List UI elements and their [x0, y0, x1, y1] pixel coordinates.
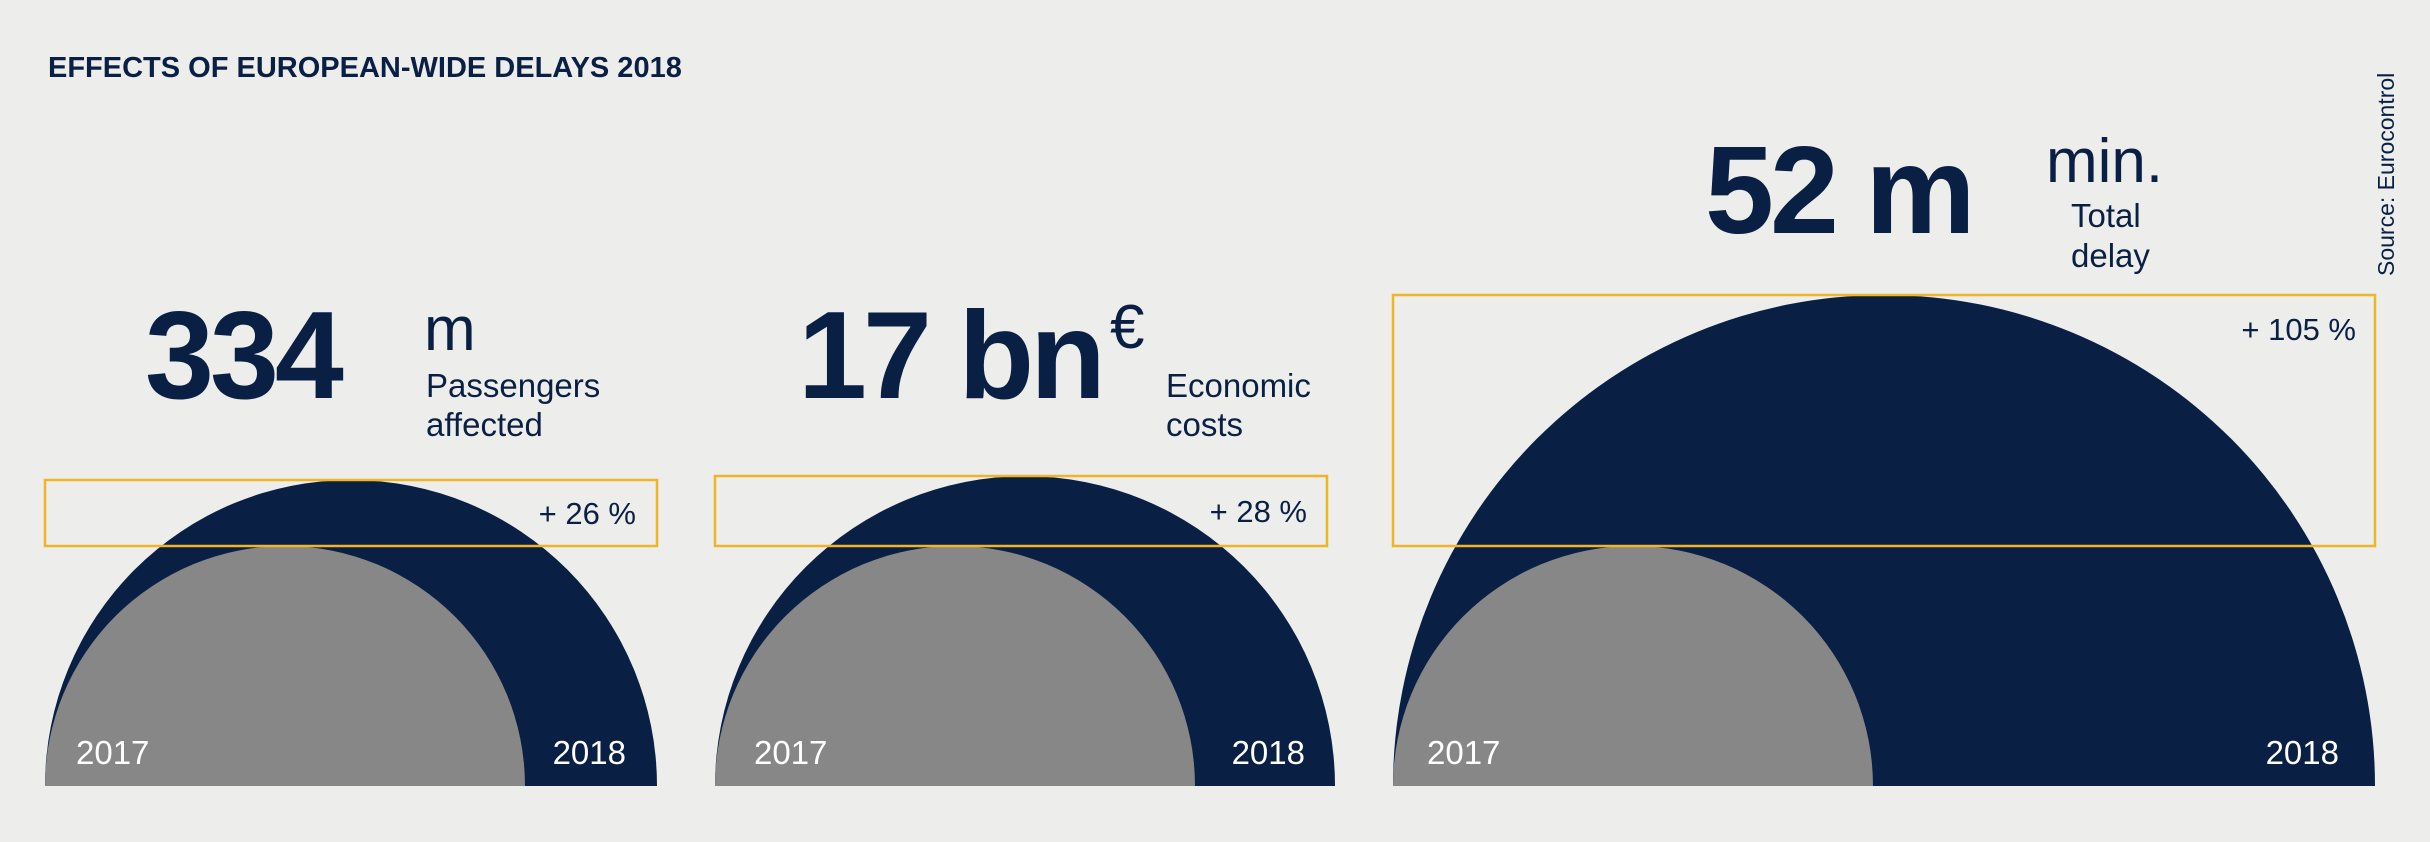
- value: 17 bn: [798, 287, 1102, 425]
- change-box: [1391, 293, 2377, 548]
- change: + 28 %: [1210, 494, 1307, 529]
- semicircle-2017: [715, 546, 1195, 786]
- year: 2017: [754, 734, 827, 771]
- label: Passengers: [426, 367, 600, 404]
- value: 334: [145, 287, 344, 425]
- year: 2017: [76, 734, 149, 771]
- unit: m: [424, 295, 476, 364]
- change: + 26 %: [539, 496, 636, 531]
- label: costs: [1166, 406, 1243, 443]
- panel: + 28 % 2017 2018 17 bn € Economic costs: [713, 287, 1335, 786]
- semicircle-2017: [1393, 546, 1873, 786]
- year: 2017: [1427, 734, 1500, 771]
- value: 52 m: [1705, 122, 1972, 260]
- change: + 105 %: [2241, 312, 2356, 347]
- source: Source: Eurocontrol: [2373, 73, 2399, 276]
- year: 2018: [553, 734, 626, 771]
- semicircle-2017: [45, 546, 525, 786]
- label: Economic: [1166, 367, 1311, 404]
- title: EFFECTS OF EUROPEAN-WIDE DELAYS 2018: [48, 52, 682, 84]
- change-box: [713, 474, 1329, 548]
- year: 2018: [1232, 734, 1305, 771]
- year: 2018: [2266, 734, 2339, 771]
- panel: + 26 % 2017 2018 334 m Passengers affect…: [43, 287, 659, 786]
- label: Total: [2071, 197, 2141, 234]
- unit: €: [1110, 293, 1144, 362]
- label: delay: [2071, 237, 2150, 274]
- panel: + 105 % 2017 2018 52 m min. Total delay: [1391, 122, 2377, 786]
- unit: min.: [2046, 127, 2163, 196]
- change-box: [43, 478, 659, 548]
- label: affected: [426, 406, 543, 443]
